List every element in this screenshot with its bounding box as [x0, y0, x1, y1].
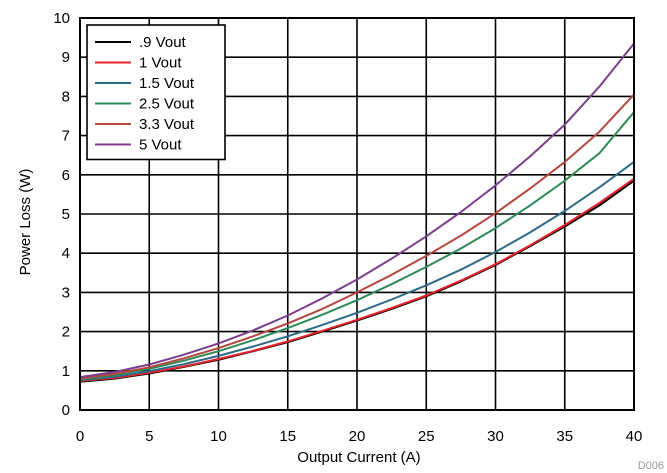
x-tick-label: 20: [349, 428, 366, 445]
legend: .9 Vout 1 Vout 1.5 Vout 2.5 Vout 3.3 Vout 5 V…: [86, 24, 226, 161]
y-tick-label: 6: [62, 167, 70, 184]
series-line-3: [79, 161, 635, 382]
y-axis-title: Power Loss (W): [17, 169, 34, 276]
x-tick-label: 15: [279, 428, 296, 445]
legend-label: 1.5 Vout: [139, 75, 195, 92]
legend-label: .9 Vout: [139, 34, 187, 51]
x-tick-label: 5: [145, 428, 153, 445]
y-tick-label: 8: [62, 88, 70, 105]
y-tick-label: 1: [62, 363, 70, 380]
series-lines: [79, 42, 635, 383]
plot-frame: [79, 17, 635, 411]
legend-label: 2.5 Vout: [139, 96, 195, 113]
legend-label: 5 Vout: [139, 137, 182, 154]
y-tick-labels: 0 1 2 3 4 5 6 7 8 9 10: [53, 10, 70, 419]
y-tick-label: 5: [62, 206, 70, 223]
x-tick-label: 40: [626, 428, 643, 445]
y-tick-label: 3: [62, 284, 70, 301]
y-tick-label: 7: [62, 128, 70, 145]
y-tick-label: 9: [62, 49, 70, 66]
legend-label: 1 Vout: [139, 55, 182, 72]
y-tick-label: 10: [53, 10, 70, 27]
x-tick-label: 25: [418, 428, 435, 445]
legend-label: 3.3 Vout: [139, 116, 195, 133]
y-tick-label: 2: [62, 324, 70, 341]
y-tick-label: 4: [62, 245, 70, 262]
x-tick-label: 35: [556, 428, 573, 445]
series-line-4: [79, 111, 635, 381]
x-tick-label: 10: [210, 428, 227, 445]
legend-box: [86, 24, 226, 161]
y-tick-label: 0: [62, 402, 70, 419]
series-line-5: [79, 93, 635, 380]
figure-id: D006: [638, 460, 664, 472]
x-tick-label: 0: [76, 428, 84, 445]
series-line-2: [79, 177, 635, 382]
x-tick-labels: 0 5 10 15 20 25 30 35 40: [76, 428, 643, 445]
x-tick-label: 30: [487, 428, 504, 445]
x-axis-title: Output Current (A): [297, 449, 420, 466]
series-line-6: [79, 42, 635, 379]
